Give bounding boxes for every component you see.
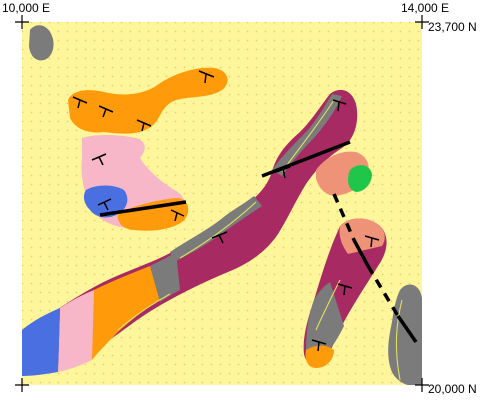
strike-dip-symbol — [364, 235, 380, 248]
strike-dip-symbol — [332, 99, 347, 112]
northing-label-north: 23,700 N — [428, 20, 477, 34]
strike-dip-symbol — [91, 153, 107, 166]
unit-orange-upper-fold — [68, 67, 228, 134]
map-corner-cross — [15, 15, 29, 29]
unit-gray-band-upper — [170, 196, 262, 262]
unit-pink-sw — [58, 290, 94, 372]
fault-dashed-central — [332, 193, 356, 241]
easting-label-west: 10,000 E — [2, 1, 51, 15]
unit-blue-sw — [22, 308, 60, 376]
strike-dip-symbol — [275, 166, 291, 179]
northing-label-south: 20,000 N — [428, 382, 477, 396]
unit-salmon-east — [339, 218, 385, 254]
easting-label-east: 14,000 E — [401, 1, 450, 15]
fault-solid-north — [261, 140, 351, 178]
fault-solid-southeast — [396, 315, 418, 343]
outcrop-gray-east — [388, 284, 422, 385]
strike-dip-symbol — [337, 283, 353, 296]
strike-dip-symbol — [136, 119, 152, 132]
strike-dip-symbol — [211, 231, 228, 244]
unit-orange-lower-lobe — [117, 198, 189, 231]
map-corner-cross — [15, 378, 29, 392]
strike-dip-symbol — [72, 96, 88, 109]
strike-dip-symbol — [311, 339, 327, 352]
unit-gray-sw — [150, 252, 180, 302]
fault-solid-east — [352, 239, 370, 267]
map-corner-cross — [415, 378, 429, 392]
outcrop-gray-northwest — [29, 25, 54, 61]
strike-dip-symbol — [198, 70, 215, 84]
unit-gray-east-strip — [306, 282, 344, 356]
strike-dip-symbol — [98, 105, 114, 118]
corner-crosses — [15, 15, 429, 392]
fault-dashed-east — [366, 265, 400, 317]
unit-green-hinge — [348, 165, 372, 192]
map-corner-cross — [415, 15, 429, 29]
strike-dip-symbol — [97, 198, 112, 211]
fault-solid-northwest — [99, 200, 187, 217]
strike-dip-symbol — [170, 209, 185, 222]
unit-orange-sw — [86, 266, 160, 360]
strike-dip-symbols — [72, 70, 380, 352]
unit-orange-east-tip — [305, 345, 334, 368]
